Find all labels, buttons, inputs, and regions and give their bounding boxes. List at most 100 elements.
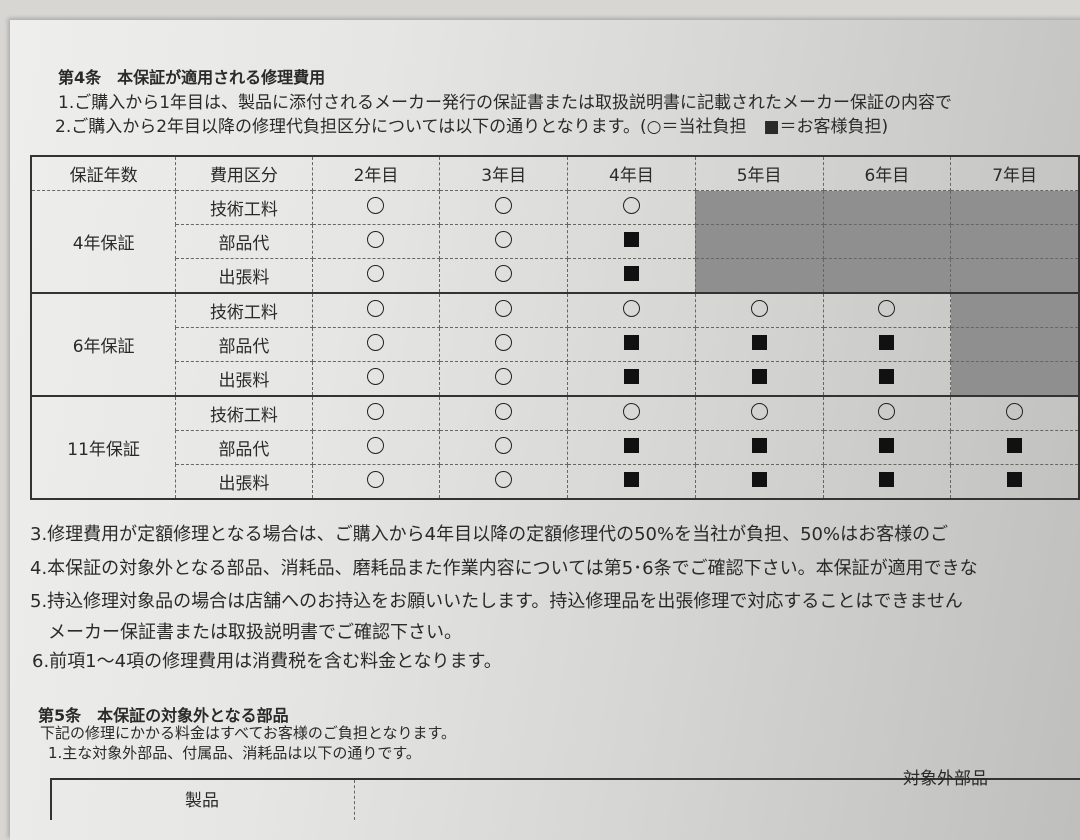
table-row: 4年保証 技術工料 [30, 190, 1080, 294]
table-row: 出張料 [31, 258, 1080, 294]
table-header: 2年目 [311, 155, 441, 191]
cost-category: 部品代 [175, 430, 313, 465]
cost-cell [822, 327, 952, 362]
cost-cell [311, 464, 441, 500]
square-icon [623, 265, 639, 281]
square-icon [623, 334, 639, 350]
circle-icon [367, 230, 385, 248]
note-5-cont: メーカー保証書または取扱説明書でご確認下さい。 [30, 622, 462, 643]
not-covered-cell [950, 361, 1080, 397]
warranty-period: 6年保証 [30, 292, 177, 397]
cost-cell [439, 327, 569, 362]
cost-cell [311, 395, 441, 431]
cost-cell [311, 190, 441, 225]
square-icon [623, 231, 639, 247]
cost-cell [567, 361, 696, 397]
cost-cell [567, 464, 696, 500]
circle-icon [367, 402, 385, 420]
cost-cell [567, 430, 696, 465]
table-header: 3年目 [439, 155, 569, 191]
cost-cell [694, 292, 824, 328]
header-product: 製品 [185, 791, 219, 811]
not-covered-cell [694, 190, 824, 225]
circle-icon [495, 367, 513, 385]
table-header: 5年目 [694, 155, 824, 191]
cost-cell [950, 395, 1080, 431]
square-icon [1007, 471, 1023, 487]
table-header: 6年目 [822, 155, 952, 191]
circle-icon [1006, 402, 1024, 420]
cost-cell [311, 224, 441, 259]
table-row: 部品代 [31, 327, 1080, 362]
cost-cell [439, 258, 569, 294]
cost-cell [950, 464, 1080, 500]
cost-category: 出張料 [175, 258, 313, 294]
cost-category: 部品代 [175, 327, 313, 362]
table-row: 出張料 [31, 361, 1080, 397]
cost-cell [311, 327, 441, 362]
cost-category: 技術工料 [175, 190, 313, 225]
not-covered-cell [950, 327, 1080, 362]
square-icon [623, 437, 639, 453]
square-icon [879, 471, 895, 487]
cost-cell [567, 327, 696, 362]
not-covered-cell [822, 258, 952, 294]
circle-icon [495, 470, 513, 488]
circle-icon [622, 299, 640, 317]
cost-cell [822, 464, 952, 500]
cost-cell [822, 430, 952, 465]
circle-icon [622, 196, 640, 214]
cost-category: 技術工料 [175, 395, 313, 431]
square-icon [1007, 437, 1023, 453]
not-covered-cell [694, 224, 824, 259]
circle-icon [878, 299, 896, 317]
circle-icon [367, 436, 385, 454]
not-covered-cell [950, 258, 1080, 294]
table-header: 7年目 [950, 155, 1080, 191]
table-header: 4年目 [567, 155, 696, 191]
excluded-parts-table [50, 778, 1080, 820]
cost-cell [950, 430, 1080, 465]
warranty-period: 11年保証 [30, 395, 177, 500]
square-icon [751, 368, 767, 384]
cost-cell [439, 190, 569, 225]
circle-icon [495, 299, 513, 317]
circle-icon [750, 402, 768, 420]
square-icon [751, 334, 767, 350]
cost-cell [694, 327, 824, 362]
circle-icon [367, 367, 385, 385]
cost-cell [567, 395, 696, 431]
square-icon [751, 437, 767, 453]
not-covered-cell [822, 224, 952, 259]
circle-icon [495, 402, 513, 420]
cost-cell [567, 190, 696, 225]
cost-cell [311, 292, 441, 328]
note-3: 3.修理費用が定額修理となる場合は、ご購入から4年目以降の定額修理代の50%を当… [30, 524, 949, 545]
cost-cell [822, 361, 952, 397]
table-row: 11年保証 技術工料 [30, 395, 1080, 500]
cost-cell [311, 361, 441, 397]
cost-cell [694, 430, 824, 465]
square-icon [879, 437, 895, 453]
cost-cell [567, 258, 696, 294]
cost-cell [822, 395, 952, 431]
note-5: 5.持込修理対象品の場合は店舗へのお持込をお願いいたします。持込修理品を出張修理… [30, 591, 963, 612]
header-excluded-parts: 対象外部品 [903, 769, 988, 789]
cost-cell [439, 430, 569, 465]
cost-category: 技術工料 [175, 292, 313, 328]
cost-cell [694, 361, 824, 397]
article4-title: 第4条 本保証が適用される修理費用 [58, 68, 326, 87]
repair-cost-table: 保証年数 費用区分 2年目 3年目 4年目 5年目 6年目 7年目 4年保証 技術工料 部品代 出張料… [30, 155, 1080, 500]
circle-icon [495, 333, 513, 351]
cost-cell [567, 292, 696, 328]
article5-intro: 下記の修理にかかる料金はすべてお客様のご負担となります。 [40, 724, 456, 742]
circle-icon [622, 402, 640, 420]
article5-title: 第5条 本保証の対象外となる部品 [38, 706, 289, 725]
cost-cell [439, 464, 569, 500]
cost-cell [694, 464, 824, 500]
circle-icon [495, 230, 513, 248]
cost-cell [311, 430, 441, 465]
not-covered-cell [950, 292, 1080, 328]
not-covered-cell [822, 190, 952, 225]
article5-item-1: 1.主な対象外部品、付属品、消耗品は以下の通りです。 [48, 744, 421, 762]
